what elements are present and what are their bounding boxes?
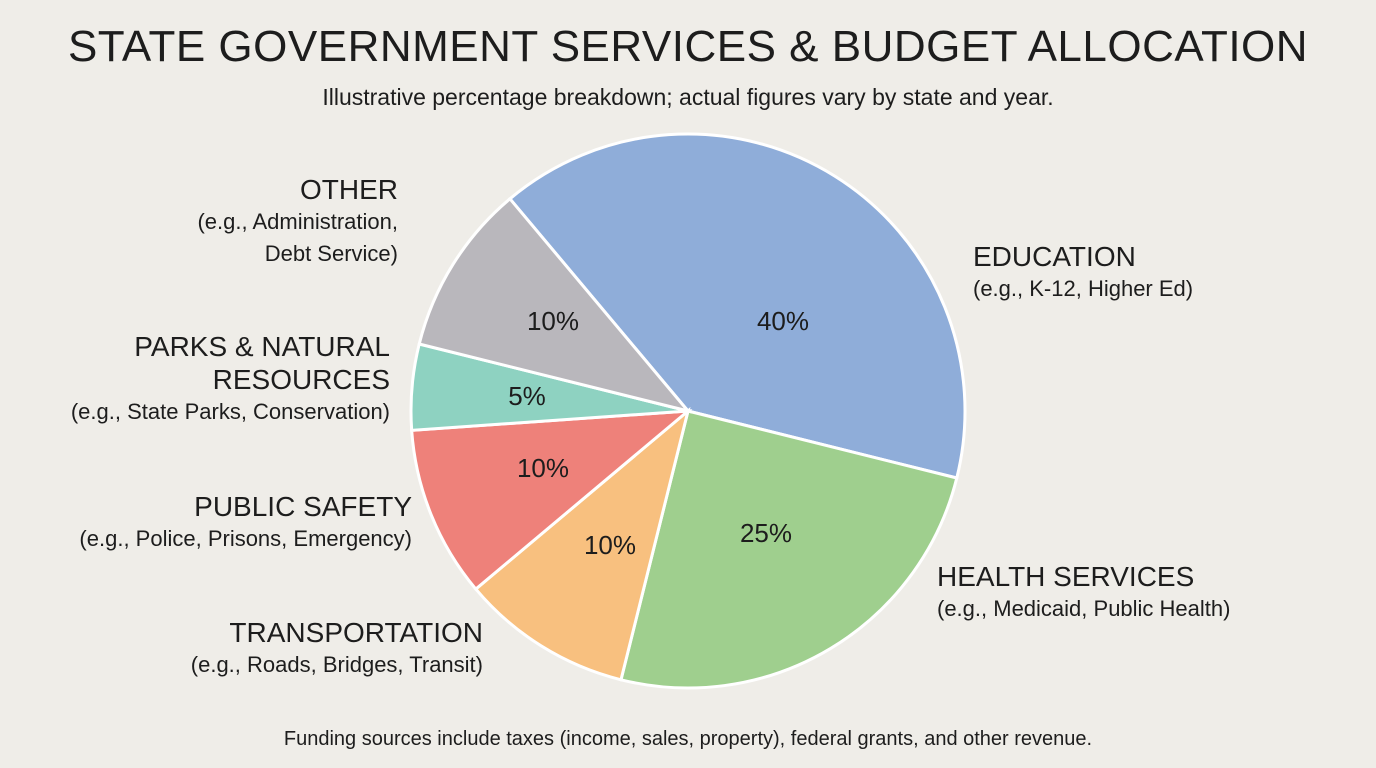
category-description: (e.g., Medicaid, Public Health)	[937, 596, 1231, 621]
category-description: (e.g., State Parks, Conservation)	[70, 399, 390, 424]
category-description: (e.g., Police, Prisons, Emergency)	[79, 526, 412, 551]
category-name: HEALTH SERVICES	[937, 561, 1195, 592]
pie-slice	[417, 196, 693, 414]
category-description: (e.g., Roads, Bridges, Transit)	[190, 652, 483, 677]
value-label: 10%	[517, 453, 569, 483]
category-description: (e.g., K-12, Higher Ed)	[973, 276, 1194, 301]
chart-title: STATE GOVERNMENT SERVICES & BUDGET ALLOC…	[67, 22, 1309, 71]
value-label: 40%	[757, 306, 809, 336]
category-label: HEALTH SERVICES (e.g., Medicaid, Public H…	[937, 560, 1376, 625]
chart-subtitle: Illustrative percentage breakdown; actua…	[322, 84, 1054, 110]
category-label: OTHER (e.g., Administration, Debt Service…	[0, 173, 398, 270]
pie-slice	[619, 409, 959, 690]
category-name: EDUCATION	[973, 241, 1136, 272]
category-name: OTHER	[300, 174, 398, 205]
category-name: PUBLIC SAFETY	[194, 491, 412, 522]
category-name: PARKS & NATURAL RESOURCES	[134, 331, 390, 395]
pie-slice	[507, 132, 967, 480]
category-label: EDUCATION (e.g., K-12, Higher Ed)	[973, 240, 1376, 305]
footnote: Funding sources include taxes (income, s…	[283, 728, 1093, 750]
pie-slice	[410, 409, 693, 592]
category-description: (e.g., Administration, Debt Service)	[197, 209, 398, 266]
value-label: 10%	[527, 306, 579, 336]
category-label: TRANSPORTATION (e.g., Roads, Bridges, Tra…	[43, 616, 483, 681]
category-label: PARKS & NATURAL RESOURCES (e.g., State Pa…	[0, 330, 390, 428]
value-label: 25%	[740, 518, 792, 548]
category-name: TRANSPORTATION	[229, 617, 483, 648]
category-label: PUBLIC SAFETY (e.g., Police, Prisons, Eme…	[0, 490, 412, 555]
pie-slice	[473, 406, 691, 682]
value-label: 10%	[584, 530, 636, 560]
value-label: 5%	[508, 381, 546, 411]
